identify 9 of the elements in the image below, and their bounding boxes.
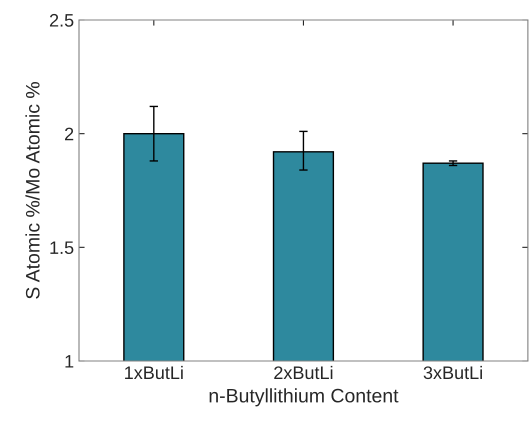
x-tick-label: 2xButLi: [274, 366, 332, 380]
y-tick-label: 2: [65, 128, 74, 140]
y-axis-title: S Atomic %/Mo Atomic %: [25, 82, 40, 299]
y-tick-label: 1.5: [50, 241, 74, 254]
y-tick-label: 2.5: [50, 14, 74, 27]
x-axis-title: n-Butyllithium Content: [210, 388, 398, 406]
x-tick-label: 1xButLi: [125, 366, 183, 380]
y-tick-label: 1: [65, 355, 74, 368]
x-tick-label: 3xButLi: [424, 366, 482, 380]
